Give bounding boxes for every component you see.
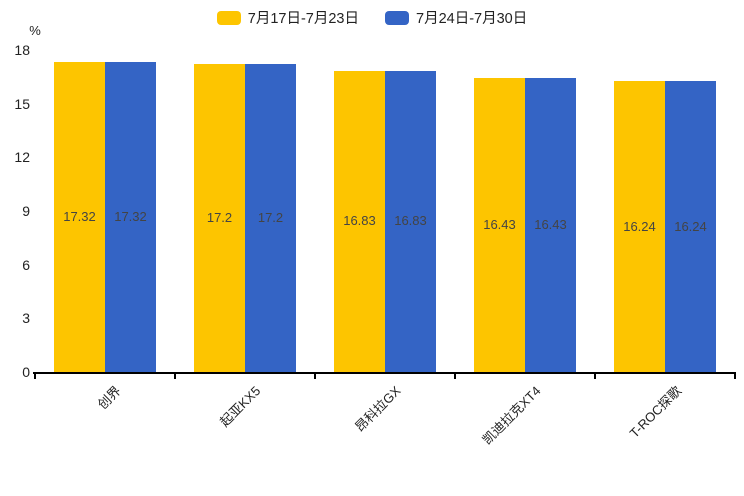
x-axis-tick (734, 374, 736, 379)
bar-value-label: 16.43 (483, 217, 516, 233)
x-axis-tick (454, 374, 456, 379)
bar-value-label: 17.32 (63, 209, 96, 225)
bar-week2[interactable] (245, 64, 296, 372)
legend-item-week1[interactable]: 7月17日-7月23日 (216, 7, 359, 28)
legend-swatch-yellow (216, 10, 241, 25)
bar-week2[interactable] (105, 62, 156, 372)
bar-value-label: 16.24 (623, 218, 656, 234)
bar-value-label: 16.83 (394, 213, 427, 229)
bar-week2[interactable] (525, 78, 576, 372)
bar-week1[interactable] (334, 70, 385, 372)
bar-value-label: 16.24 (674, 218, 707, 234)
x-axis-tick (314, 374, 316, 379)
bar-week1[interactable] (614, 81, 665, 372)
bar-week1[interactable] (54, 62, 105, 372)
legend-swatch-blue (385, 10, 409, 25)
bar-week2[interactable] (665, 81, 716, 372)
y-tick-label: 0 (22, 364, 30, 380)
legend-label-week1: 7月17日-7月23日 (247, 11, 359, 27)
y-tick-label: 18 (14, 42, 30, 58)
x-axis-label: 昂科拉GX (352, 383, 404, 435)
y-tick-label: 9 (22, 203, 30, 219)
bar-week1[interactable] (194, 64, 245, 372)
x-axis-line (33, 372, 736, 374)
legend-item-week2[interactable]: 7月24日-7月30日 (385, 7, 527, 28)
legend-label-week2: 7月24日-7月30日 (416, 11, 528, 27)
x-axis-tick (34, 374, 36, 379)
bar-value-label: 16.83 (343, 213, 376, 229)
x-axis-label: 起亚KX5 (217, 383, 264, 430)
x-axis-label: T-ROC探歌 (626, 383, 684, 441)
y-axis-unit-label: % (29, 23, 41, 38)
x-axis-label: 创界 (94, 383, 124, 413)
bar-value-label: 17.32 (114, 209, 147, 225)
bar-week1[interactable] (474, 78, 525, 372)
y-tick-label: 3 (22, 310, 30, 327)
x-axis-tick (174, 374, 176, 379)
bar-value-label: 17.2 (257, 210, 284, 226)
y-tick-label: 15 (14, 95, 30, 112)
bar-value-label: 16.43 (534, 217, 567, 233)
bar-value-label: 17.2 (206, 210, 233, 226)
x-axis-tick (594, 374, 596, 379)
y-tick-label: 6 (22, 256, 30, 273)
bar-week2[interactable] (385, 70, 436, 372)
legend: 7月17日-7月23日 7月24日-7月30日 (0, 7, 744, 28)
x-axis-label: 凯迪拉克XT4 (479, 383, 544, 448)
y-tick-label: 12 (14, 149, 30, 166)
